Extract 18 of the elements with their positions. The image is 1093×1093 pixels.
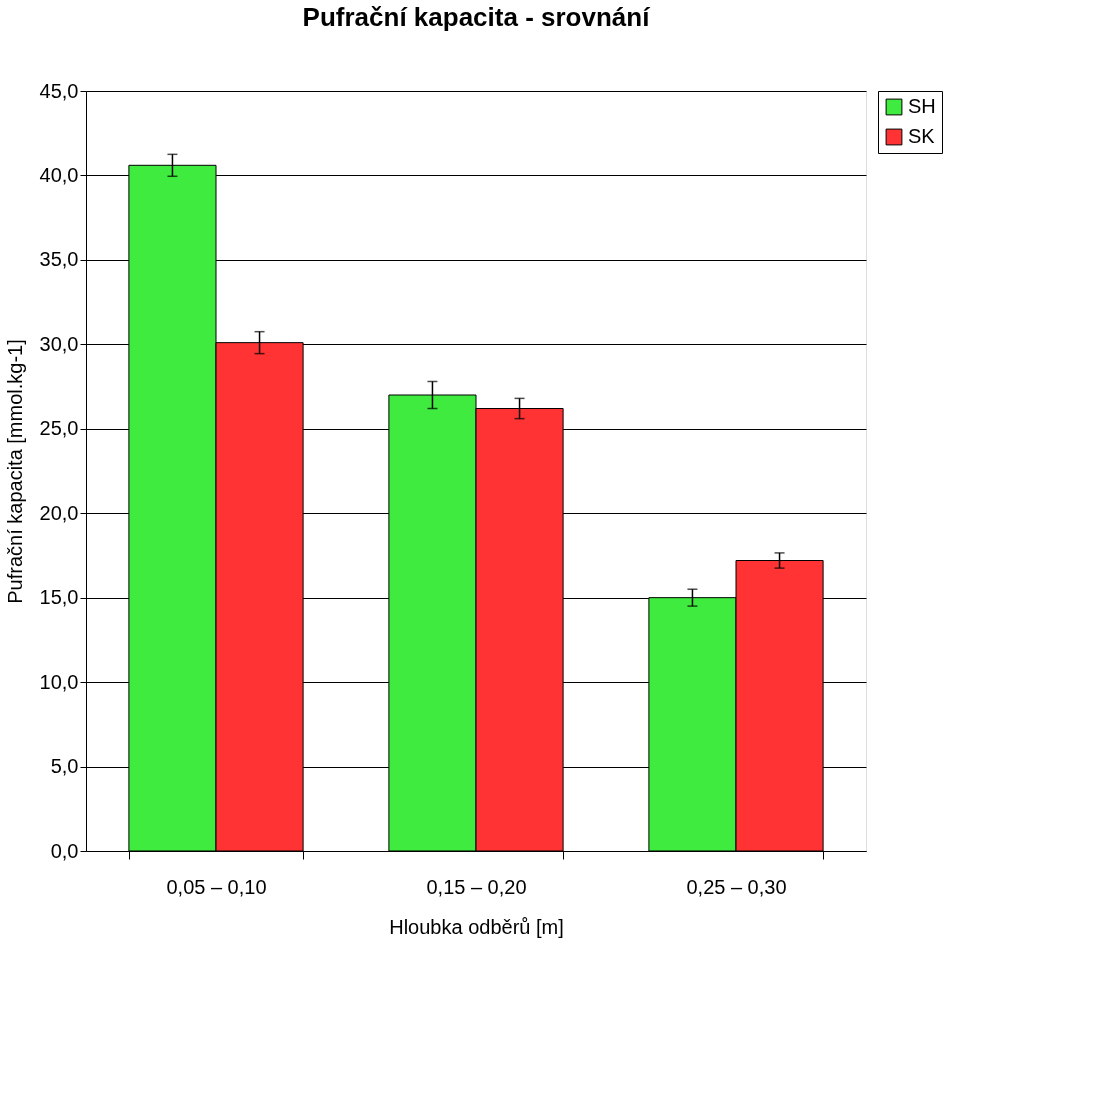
y-tick-label: 5,0 — [50, 755, 79, 778]
chart-title: Pufrační kapacita - srovnání — [302, 2, 651, 32]
y-axis-title: Pufrační kapacita [mmol.kg-1] — [3, 339, 26, 604]
y-tick-label: 25,0 — [39, 417, 79, 440]
x-axis-title: Hloubka odběrů [m] — [389, 915, 564, 938]
x-tick-label: 0,25 – 0,30 — [686, 875, 787, 898]
x-tick-label: 0,15 – 0,20 — [426, 875, 527, 898]
y-tick-label: 30,0 — [39, 332, 79, 355]
x-tick-label: 0,05 – 0,10 — [166, 875, 267, 898]
y-tick-label: 45,0 — [39, 79, 79, 102]
y-tick-label: 10,0 — [39, 670, 79, 693]
legend-label: SK — [908, 125, 936, 147]
y-tick-label: 40,0 — [39, 163, 79, 186]
y-tick-label: 0,0 — [50, 839, 79, 862]
legend-label: SH — [908, 95, 936, 117]
y-tick-label: 20,0 — [39, 501, 79, 524]
y-tick-label: 15,0 — [39, 586, 79, 609]
y-tick-label: 35,0 — [39, 248, 79, 271]
